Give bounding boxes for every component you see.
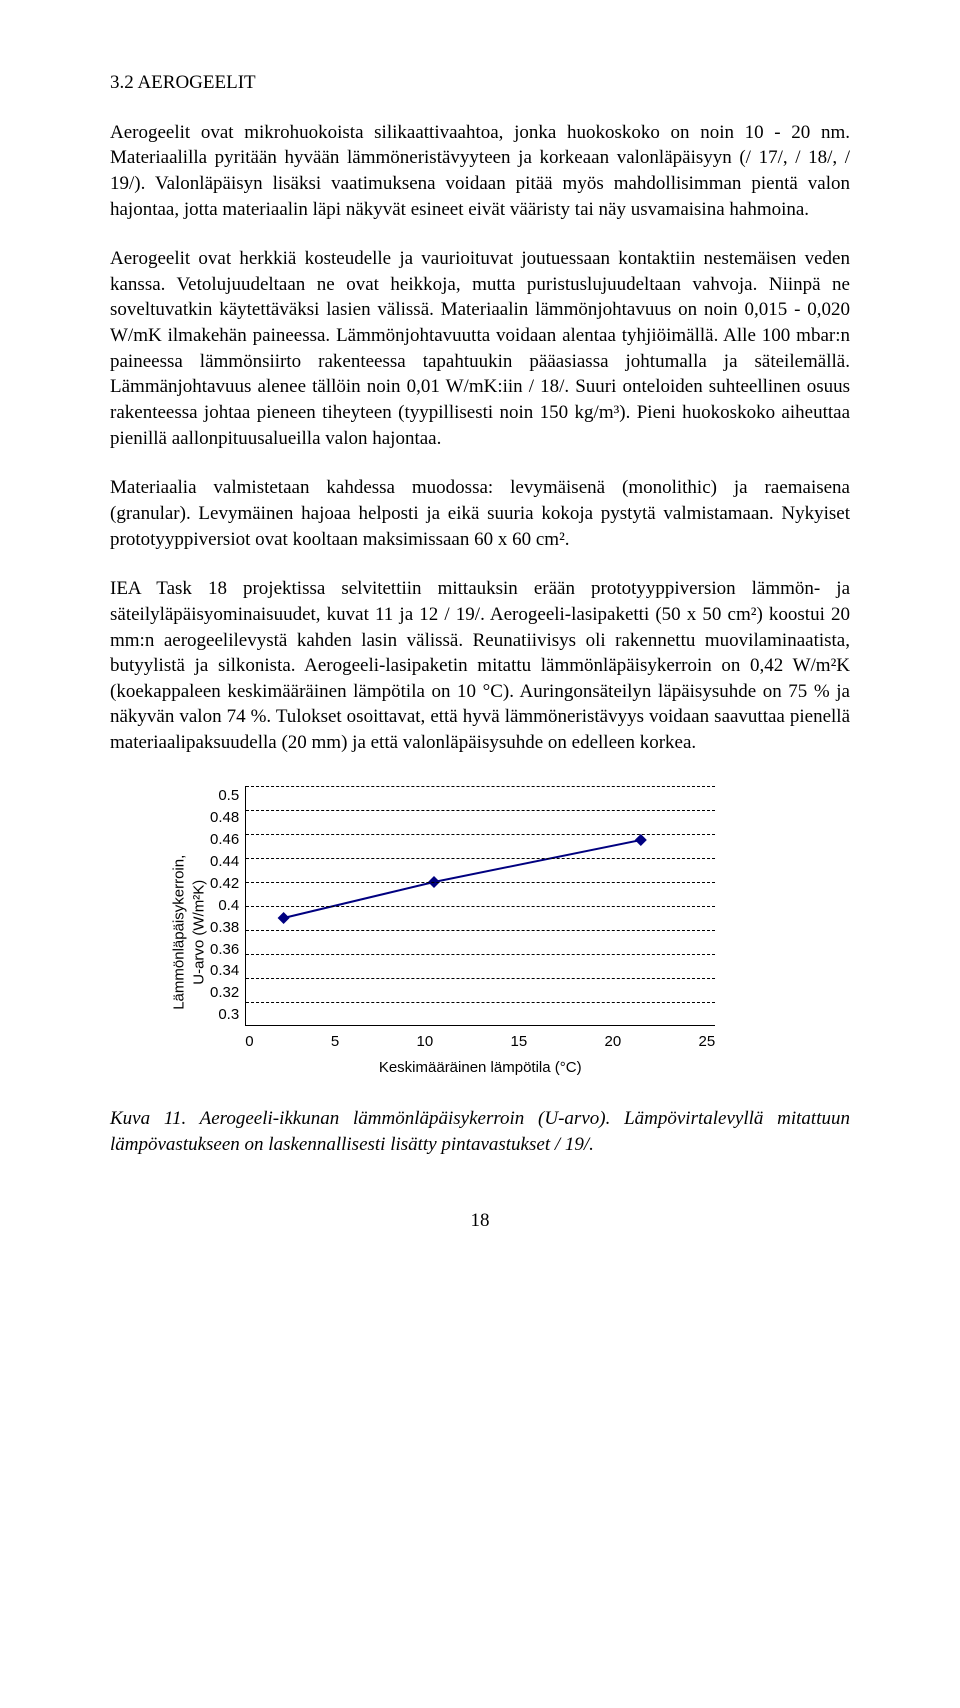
gridline: [246, 906, 715, 907]
gridline: [246, 786, 715, 787]
x-tick: 5: [331, 1032, 339, 1052]
y-tick: 0.5: [218, 786, 239, 806]
y-axis-label-line1: Lämmönläpäisykerroin,: [171, 854, 188, 1009]
gridline: [246, 834, 715, 835]
x-tick: 0: [245, 1032, 253, 1052]
y-tick: 0.34: [210, 961, 239, 981]
gridline: [246, 882, 715, 883]
chart-marker: [635, 834, 647, 846]
y-tick: 0.46: [210, 830, 239, 850]
paragraph-3: Materiaalia valmistetaan kahdessa muodos…: [110, 475, 850, 552]
x-tick: 20: [605, 1032, 622, 1052]
chart: Lämmönläpäisykerroin, U-arvo (W/m²K) 0.5…: [170, 786, 790, 1079]
y-axis-label-line2: U-arvo (W/m²K): [191, 879, 208, 984]
y-axis-label: Lämmönläpäisykerroin, U-arvo (W/m²K): [170, 854, 211, 1009]
y-tick: 0.4: [218, 896, 239, 916]
x-tick: 10: [417, 1032, 434, 1052]
x-axis-ticks: 0 5 10 15 20 25: [245, 1032, 715, 1052]
y-axis-ticks: 0.50.480.460.440.420.40.380.360.340.320.…: [210, 786, 245, 1026]
figure-caption: Kuva 11. Aerogeeli-ikkunan lämmönläpäisy…: [110, 1106, 850, 1157]
page-number: 18: [110, 1208, 850, 1234]
section-title: AEROGEELIT: [137, 72, 255, 93]
x-axis-label: Keskimääräinen lämpötila (°C): [245, 1058, 715, 1078]
section-number: 3.2: [110, 72, 134, 93]
paragraph-4: IEA Task 18 projektissa selvitettiin mit…: [110, 576, 850, 755]
section-heading: 3.2 AEROGEELIT: [110, 70, 850, 96]
paragraph-1: Aerogeelit ovat mikrohuokoista silikaatt…: [110, 120, 850, 223]
gridline: [246, 810, 715, 811]
gridline: [246, 1002, 715, 1003]
x-tick: 15: [511, 1032, 528, 1052]
gridline: [246, 978, 715, 979]
y-axis-label-box: Lämmönläpäisykerroin, U-arvo (W/m²K): [170, 786, 210, 1079]
y-tick: 0.36: [210, 940, 239, 960]
chart-marker: [278, 912, 290, 924]
y-tick: 0.3: [218, 1005, 239, 1025]
chart-container: Lämmönläpäisykerroin, U-arvo (W/m²K) 0.5…: [170, 786, 790, 1079]
y-tick: 0.44: [210, 852, 239, 872]
y-tick: 0.32: [210, 983, 239, 1003]
gridline: [246, 858, 715, 859]
y-tick: 0.48: [210, 808, 239, 828]
y-tick: 0.42: [210, 874, 239, 894]
paragraph-2: Aerogeelit ovat herkkiä kosteudelle ja v…: [110, 246, 850, 451]
gridline: [246, 954, 715, 955]
plot-column: 0 5 10 15 20 25 Keskimääräinen lämpötila (°C): [245, 786, 715, 1079]
x-tick: 25: [699, 1032, 716, 1052]
y-tick: 0.38: [210, 918, 239, 938]
gridline: [246, 930, 715, 931]
plot-area: [245, 786, 715, 1026]
